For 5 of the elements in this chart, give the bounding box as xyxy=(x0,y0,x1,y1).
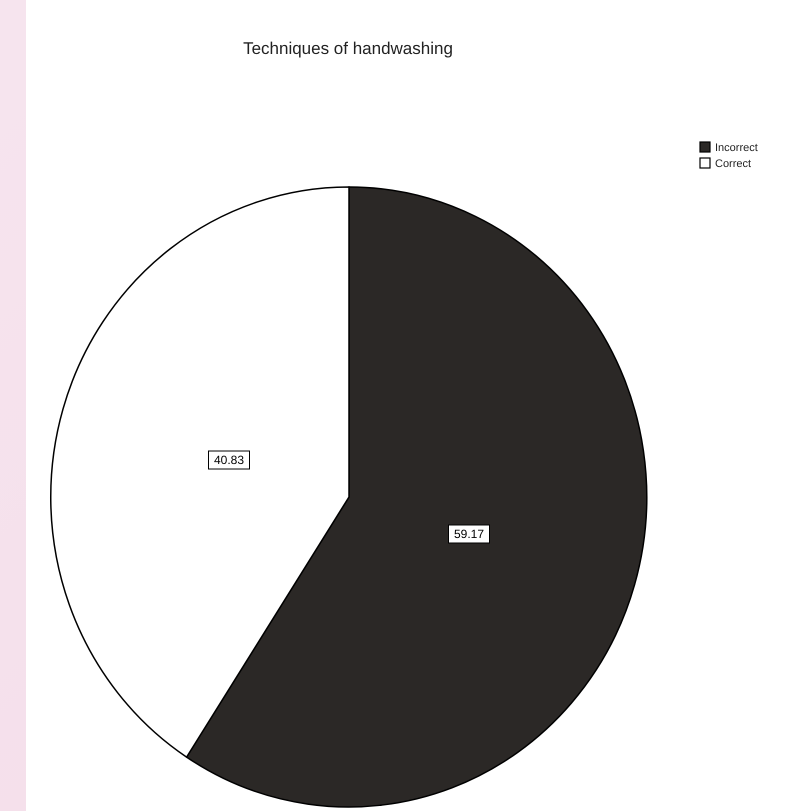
chart-title: Techniques of handwashing xyxy=(243,39,453,58)
legend-label: Correct xyxy=(715,158,752,170)
data-label: 59.17 xyxy=(454,526,484,541)
data-label: 40.83 xyxy=(214,453,244,468)
legend-label: Incorrect xyxy=(715,142,758,154)
